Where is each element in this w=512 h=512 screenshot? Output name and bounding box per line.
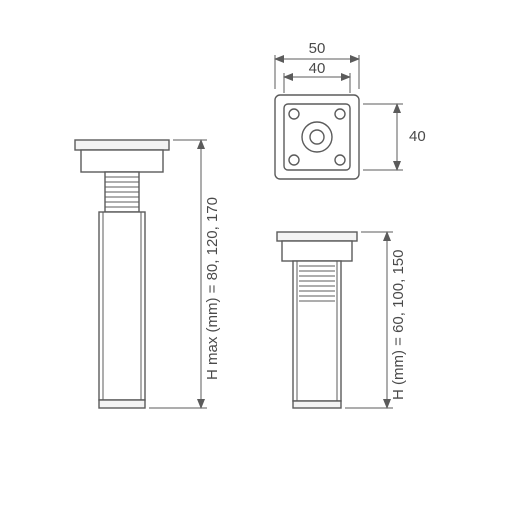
right-elevation: H (mm) = 60, 100, 150 bbox=[277, 232, 407, 408]
dimension-drawing: 50 40 40 bbox=[0, 0, 512, 512]
dim-50: 50 bbox=[309, 40, 326, 57]
right-height-label: H (mm) = 60, 100, 150 bbox=[390, 250, 407, 400]
dim-40h: 40 bbox=[409, 128, 426, 145]
top-view: 50 40 40 bbox=[275, 40, 426, 179]
dim-40w: 40 bbox=[309, 60, 326, 77]
left-elevation: H max (mm) = 80, 120, 170 bbox=[75, 140, 221, 408]
left-height-label: H max (mm) = 80, 120, 170 bbox=[204, 197, 221, 380]
